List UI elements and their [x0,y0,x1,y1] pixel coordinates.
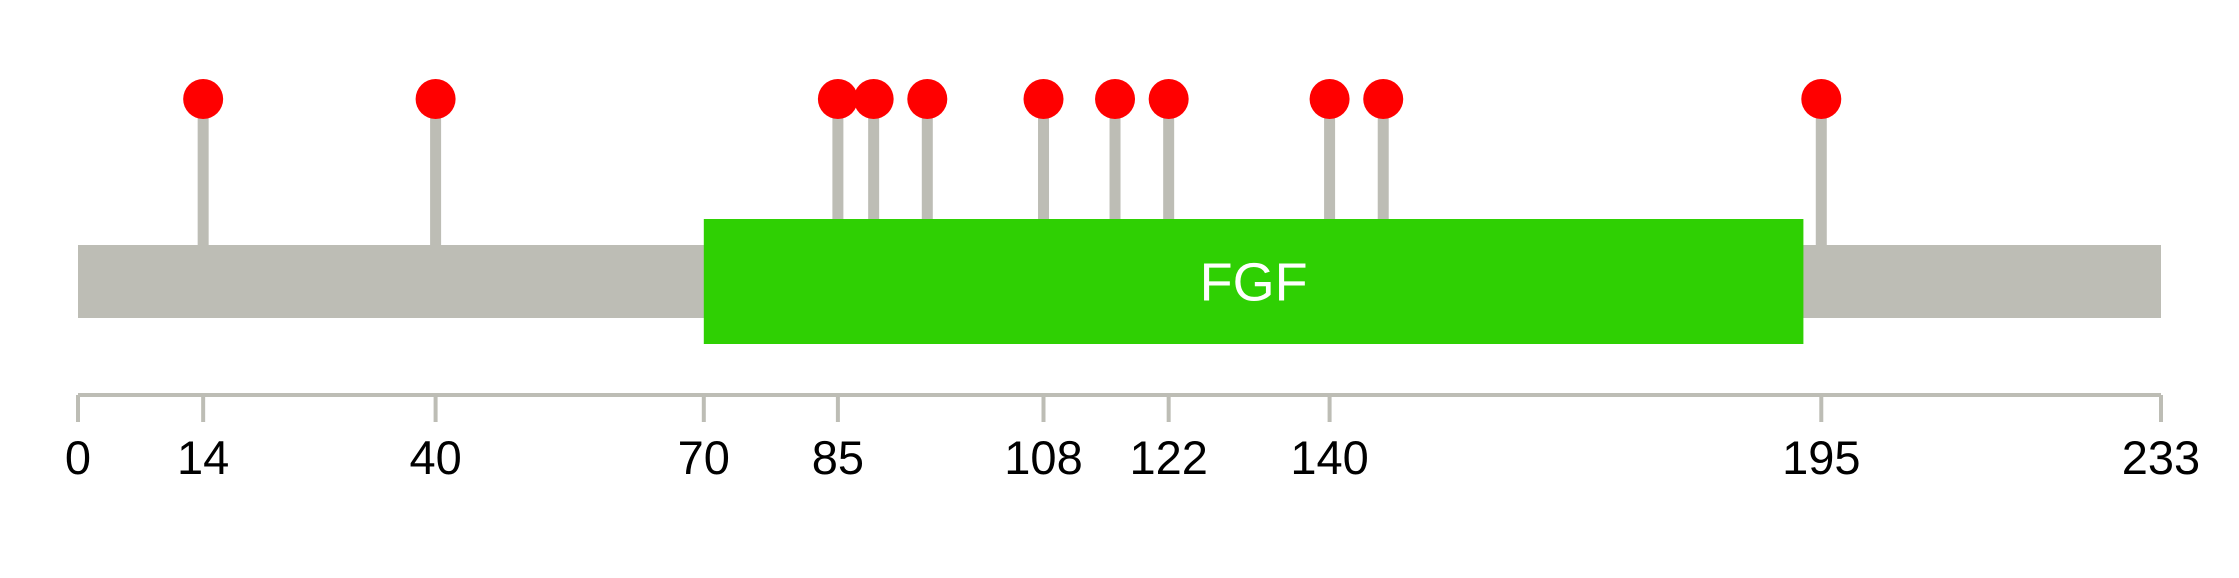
axis-tick-label: 195 [1782,431,1860,484]
modification-site-marker[interactable] [1363,79,1404,119]
modification-site-marker[interactable] [415,79,456,119]
modification-site-marker[interactable] [1095,79,1136,119]
domain-box [703,219,1804,344]
axis-tick-label: 0 [65,431,91,484]
site-stem [832,99,844,245]
axis-tick-label: 14 [177,431,229,484]
domains: FGF [703,219,1804,344]
axis-tick-label: 40 [409,431,461,484]
site-stem [197,99,209,245]
site-stem [868,99,880,245]
domain-label: FGF [1200,253,1308,313]
position-axis: 0 14 40 70 85 108 122 140 195 233 [65,393,2200,484]
modification-site-marker[interactable] [853,79,894,119]
modification-site-marker[interactable] [183,79,224,119]
site-stem [1324,99,1336,245]
site-stem [430,99,442,245]
modification-site-marker[interactable] [1148,79,1189,119]
site-stems [197,99,1827,245]
site-stem [1163,99,1175,245]
site-stem [1377,99,1389,245]
modification-sites [183,79,1842,119]
site-stem [1109,99,1121,245]
axis-tick-label: 85 [812,431,864,484]
site-stem [1815,99,1827,245]
axis-tick-label: 233 [2122,431,2200,484]
site-stem [1038,99,1050,245]
axis-tick-label: 140 [1290,431,1368,484]
axis-tick-label: 70 [678,431,730,484]
axis-tick-label: 122 [1129,431,1207,484]
modification-site-marker[interactable] [1023,79,1064,119]
site-stem [921,99,933,245]
modification-site-marker[interactable] [817,79,858,119]
modification-site-marker[interactable] [1309,79,1350,119]
axis-tick-label: 108 [1004,431,1082,484]
modification-site-marker[interactable] [1801,79,1842,119]
modification-site-marker[interactable] [907,79,948,119]
